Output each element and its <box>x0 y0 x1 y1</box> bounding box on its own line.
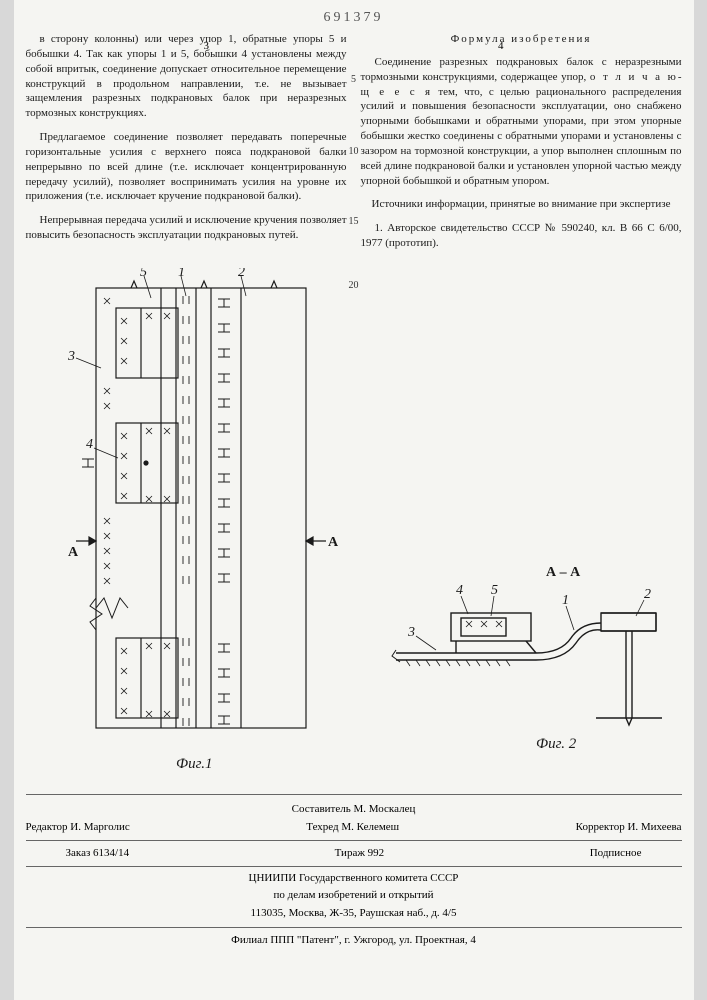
fig2-label-4: 4 <box>456 583 463 598</box>
figure-2: А – А 3 4 5 1 2 Фиг. 2 <box>386 558 676 758</box>
fig1-label-5: 5 <box>140 268 147 280</box>
fig2-label-3: 3 <box>407 625 415 640</box>
line-mark: 15 <box>349 216 359 227</box>
org2: по делам изобретений и открытий <box>26 887 682 905</box>
fig1-label-1: 1 <box>178 268 185 280</box>
fig2-label-2: 2 <box>644 587 651 602</box>
fig2-section-label: А – А <box>546 565 581 580</box>
paragraph: Непрерывная передача усилий и исклю­чени… <box>26 213 347 243</box>
fig2-caption: Фиг. 2 <box>536 736 577 752</box>
fig2-label-5: 5 <box>491 583 498 598</box>
line-mark: 10 <box>349 146 359 157</box>
corrector: Корректор И. Михеева <box>576 819 682 837</box>
compiler: Составитель М. Москалец <box>26 801 682 819</box>
paragraph: 1. Авторское свидетельство СССР № 590240… <box>361 221 682 251</box>
paragraph: Предлагаемое соединение позволяет переда… <box>26 130 347 204</box>
fig1-label-4: 4 <box>86 437 93 452</box>
line-mark: 5 <box>351 74 356 85</box>
fig1-label-3: 3 <box>67 349 75 364</box>
footer: Составитель М. Москалец Редактор И. Марг… <box>26 794 682 949</box>
order: Заказ 6134/14 <box>66 845 130 863</box>
subscription: Подписное <box>590 845 642 863</box>
paragraph: Соединение разрезных подкрановых ба­лок … <box>361 55 682 189</box>
left-column: в сторону колонны) или через упор 1, об­… <box>26 32 347 260</box>
figure-1: 5 1 2 3 4 А А Фиг.1 <box>46 268 346 778</box>
patent-number: 691379 <box>26 10 682 26</box>
filial: Филиал ППП "Патент", г. Ужгород, ул. Про… <box>26 932 682 950</box>
footer-order-row: Заказ 6134/14 Тираж 992 Подписное <box>26 845 682 867</box>
fig2-label-1: 1 <box>562 593 569 608</box>
sources-title: Источники информации, принятые во вниман… <box>361 197 682 212</box>
fig1-label-2: 2 <box>238 268 245 280</box>
tirage: Тираж 992 <box>335 845 385 863</box>
techred: Техред М. Келемеш <box>306 819 399 837</box>
footer-credits-row: Редактор И. Марголис Техред М. Келемеш К… <box>26 819 682 837</box>
fig1-caption: Фиг.1 <box>176 756 212 772</box>
page: 691379 3 4 5 10 15 20 в сторону колонны)… <box>14 0 694 1000</box>
text-columns: 5 10 15 20 в сторону колонны) или через … <box>26 32 682 260</box>
org1: ЦНИИПИ Государственного комитета СССР <box>26 870 682 888</box>
right-column: Формула изобретения Соединение разрезных… <box>361 32 682 260</box>
paragraph: в сторону колонны) или через упор 1, об­… <box>26 32 347 121</box>
formula-title: Формула изобретения <box>361 32 682 47</box>
fig1-label-A-right: А <box>328 535 339 550</box>
fig1-label-A-left: А <box>68 545 79 560</box>
editor: Редактор И. Марголис <box>26 819 130 837</box>
address: 113035, Москва, Ж-35, Раушская наб., д. … <box>26 905 682 923</box>
figures-area: 5 1 2 3 4 А А Фиг.1 <box>26 268 682 788</box>
